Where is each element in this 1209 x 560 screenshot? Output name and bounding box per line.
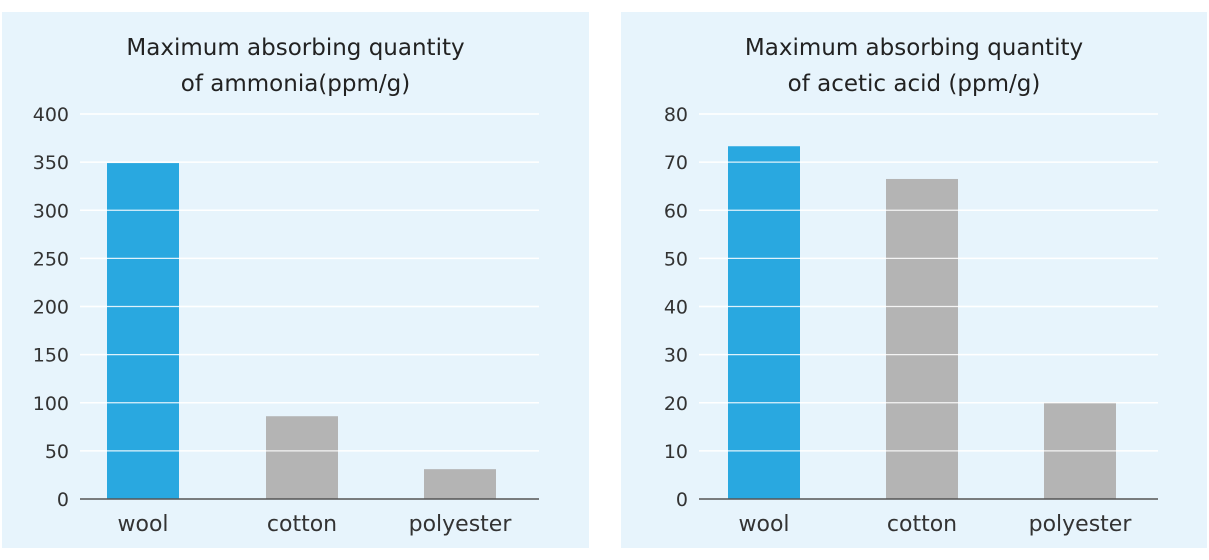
y-tick-label: 100 — [33, 393, 69, 415]
y-tick-label: 10 — [664, 441, 688, 463]
x-category-label: polyester — [1029, 512, 1133, 537]
x-category-label: cotton — [267, 512, 337, 537]
x-category-label: polyester — [409, 512, 513, 537]
chart-title: Maximum absorbing quantity of acetic aci… — [621, 30, 1207, 102]
y-tick-label: 350 — [33, 152, 69, 174]
acetic-acid-bar-chart: 0 10 20 30 40 50 60 70 80 wool cotton polyester — [664, 104, 1158, 537]
y-tick-label: 0 — [676, 489, 688, 511]
chart-title-line-2: of ammonia(ppm/g) — [180, 71, 411, 97]
x-category-label: wool — [117, 512, 168, 537]
bar-wool — [728, 146, 800, 499]
x-category-label: cotton — [887, 512, 957, 537]
chart-title-line-1: Maximum absorbing quantity — [126, 35, 465, 61]
chart-title-line-1: Maximum absorbing quantity — [744, 35, 1084, 61]
y-tick-label: 70 — [664, 152, 688, 174]
y-tick-label: 400 — [33, 104, 69, 126]
y-tick-label: 50 — [45, 441, 69, 463]
acetic-acid-chart-panel: Maximum absorbing quantity of acetic aci… — [621, 12, 1207, 548]
chart-title: Maximum absorbing quantity of ammonia(pp… — [2, 30, 589, 102]
ammonia-bar-chart: 0 50 100 150 200 250 300 350 400 wool cotton polyes… — [33, 104, 539, 537]
bar-polyester — [424, 469, 496, 499]
y-tick-label: 200 — [33, 297, 69, 319]
y-tick-label: 60 — [664, 200, 688, 222]
bar-cotton — [266, 416, 338, 499]
y-tick-label: 80 — [664, 104, 688, 126]
bar-wool — [107, 163, 179, 499]
bar-cotton — [886, 178, 958, 499]
y-tick-label: 30 — [664, 345, 688, 367]
y-tick-label: 250 — [33, 248, 69, 270]
chart-title-line-2: of acetic acid (ppm/g) — [787, 71, 1041, 97]
y-tick-label: 0 — [57, 489, 69, 511]
y-tick-label: 150 — [33, 345, 69, 367]
y-tick-label: 40 — [664, 297, 688, 319]
ammonia-chart-panel: Maximum absorbing quantity of ammonia(pp… — [2, 12, 589, 548]
y-tick-label: 300 — [33, 200, 69, 222]
y-tick-label: 20 — [664, 393, 688, 415]
x-category-label: wool — [738, 512, 789, 537]
y-tick-label: 50 — [664, 248, 688, 270]
